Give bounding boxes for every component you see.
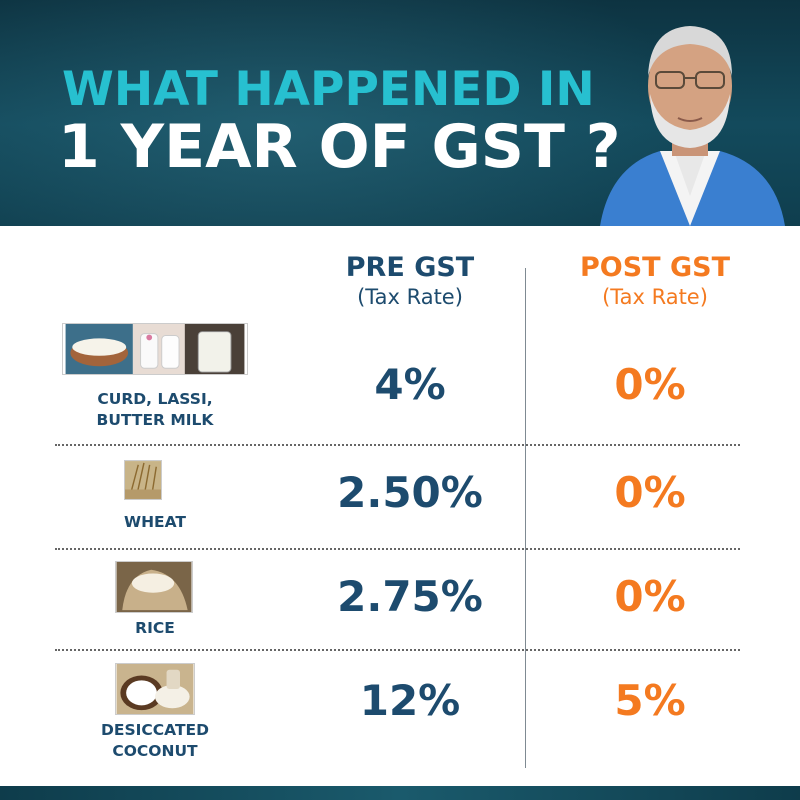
item-label-line: WHEAT [123,513,187,531]
title-line-1: WHAT HAPPENED IN [62,62,595,117]
portrait-illustration [600,26,785,226]
post-gst-header: POST GST (Tax Rate) [555,252,755,309]
dairy-products-image [62,323,248,375]
wheat-image [124,460,162,500]
row-separator [55,548,740,550]
item-label-line: COCONUT [112,742,198,760]
item-label-line: DESICCATED [101,721,209,739]
post-gst-subtitle: (Tax Rate) [602,285,708,309]
item-label-rice: RICE [55,618,255,639]
post-rate-wheat: 0% [614,468,686,517]
item-label-wheat: WHEAT [55,512,255,533]
pre-rate-rice: 2.75% [337,572,483,621]
post-gst-title: POST GST [579,252,731,283]
item-label-line: CURD, LASSI, [97,390,213,408]
rice-image [115,561,193,613]
pre-rate-wheat: 2.50% [337,468,483,517]
pre-gst-subtitle: (Tax Rate) [357,285,463,309]
post-rate-rice: 0% [614,572,686,621]
item-label-coconut: DESICCATED COCONUT [55,720,255,762]
item-label-line: BUTTER MILK [96,411,214,429]
coconut-image [115,663,195,715]
footer-band [0,786,800,800]
item-label-dairy: CURD, LASSI, BUTTER MILK [55,389,255,431]
pre-rate-coconut: 12% [359,676,461,725]
row-separator [55,649,740,651]
header-banner: WHAT HAPPENED IN 1 YEAR OF GST ? [0,0,800,226]
post-rate-dairy: 0% [614,360,686,409]
row-separator [55,444,740,446]
column-divider [525,268,526,768]
title-line-2: 1 YEAR OF GST ? [58,112,621,182]
pre-gst-title: PRE GST [345,252,475,283]
pre-gst-header: PRE GST (Tax Rate) [320,252,500,309]
item-label-line: RICE [135,619,175,637]
pre-rate-dairy: 4% [374,360,446,409]
post-rate-coconut: 5% [614,676,686,725]
